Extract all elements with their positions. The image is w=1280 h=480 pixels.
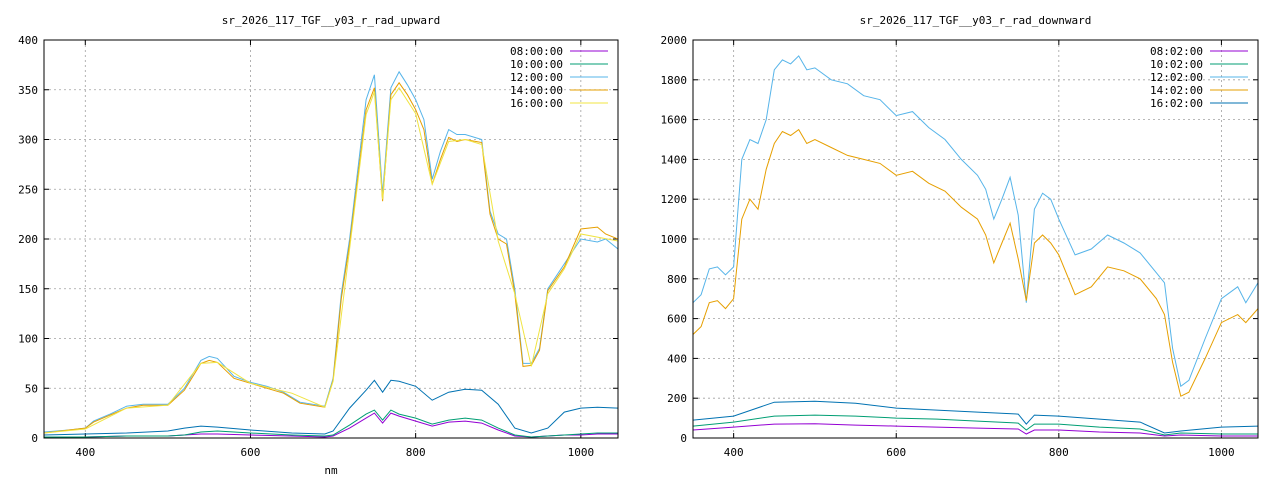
series-line-0: [44, 412, 618, 438]
chart-downward: sr_2026_117_TGF__y03_r_rad_downward 0 200 4…: [661, 14, 1259, 459]
y-tick-label: 1800: [661, 74, 688, 87]
x-tick-label: 400: [75, 446, 95, 459]
series-line-2: [44, 70, 618, 433]
y-tick-label: 1200: [661, 193, 688, 206]
legend-label: 14:02:00: [1150, 84, 1203, 97]
y-tick-label: 0: [31, 432, 38, 445]
y-tick-label: 2000: [661, 34, 688, 47]
legend-label: 08:00:00: [510, 45, 563, 58]
chart-panel-downward: sr_2026_117_TGF__y03_r_rad_downward 0 200 4…: [640, 0, 1280, 480]
chart-title: sr_2026_117_TGF__y03_r_rad_upward: [222, 14, 441, 27]
legend-label: 16:00:00: [510, 97, 563, 110]
y-tick-label: 200: [667, 392, 687, 405]
x-tick-label: 800: [1049, 446, 1069, 459]
series-line-1: [44, 409, 618, 438]
x-tick-label: 800: [406, 446, 426, 459]
legend-label: 10:00:00: [510, 58, 563, 71]
x-tick-label: 1000: [1208, 446, 1235, 459]
series-line-3: [44, 81, 618, 434]
series-line-2: [693, 55, 1258, 388]
y-tick-label: 250: [18, 183, 38, 196]
legend-label: 12:02:00: [1150, 71, 1203, 84]
legend-label: 16:02:00: [1150, 97, 1203, 110]
x-tick-label: 1000: [568, 446, 595, 459]
y-tick-label: 800: [667, 273, 687, 286]
series-line-1: [693, 414, 1258, 436]
plot-frame: [43, 39, 619, 439]
chart-title: sr_2026_117_TGF__y03_r_rad_downward: [860, 14, 1092, 27]
y-tick-label: 300: [18, 134, 38, 147]
y-tick-label: 1400: [661, 153, 688, 166]
legend-label: 12:00:00: [510, 71, 563, 84]
y-tick-label: 50: [25, 382, 38, 395]
series-line-3: [693, 128, 1258, 397]
y-tick-label: 100: [18, 333, 38, 346]
y-tick-label: 600: [667, 313, 687, 326]
x-tick-label: 600: [241, 446, 261, 459]
legend-label: 14:00:00: [510, 84, 563, 97]
plot-frame: [692, 39, 1259, 439]
y-tick-label: 350: [18, 84, 38, 97]
x-tick-label: 600: [886, 446, 906, 459]
legend-label: 10:02:00: [1150, 58, 1203, 71]
series-line-0: [693, 423, 1258, 437]
legend-label: 08:02:00: [1150, 45, 1203, 58]
y-tick-label: 0: [680, 432, 687, 445]
series-line-4: [44, 86, 618, 434]
x-tick-label: 400: [724, 446, 744, 459]
y-tick-label: 400: [667, 352, 687, 365]
y-tick-label: 1600: [661, 114, 688, 127]
series-line-5: [44, 379, 618, 436]
chart-panel-upward: sr_2026_117_TGF__y03_r_rad_upward 0 50 100 1…: [18, 14, 619, 477]
x-axis-label: nm: [324, 464, 338, 477]
y-tick-label: 150: [18, 283, 38, 296]
y-tick-label: 400: [18, 34, 38, 47]
y-tick-label: 200: [18, 233, 38, 246]
y-tick-label: 1000: [661, 233, 688, 246]
series-line-4: [693, 400, 1258, 434]
chart-upward: sr_2026_117_TGF__y03_r_rad_upward 0 50 100 1…: [18, 14, 619, 477]
